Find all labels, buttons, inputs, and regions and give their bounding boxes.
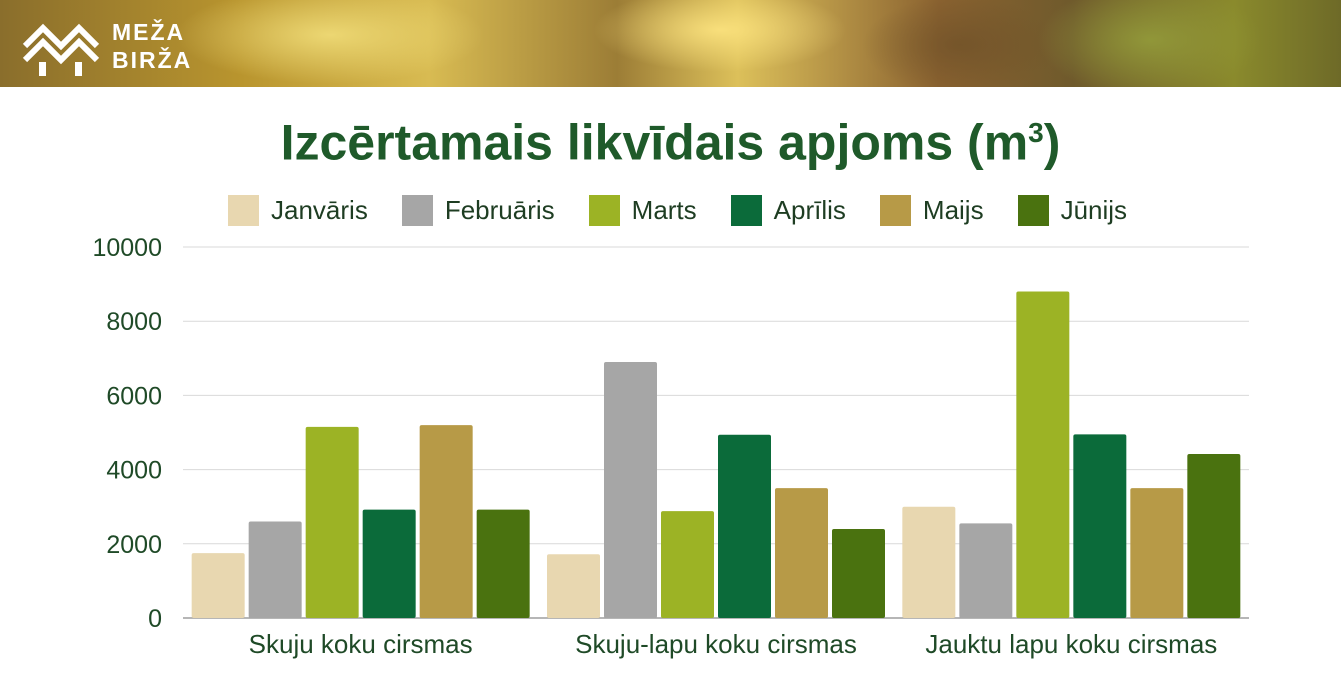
y-tick-label: 10000 [92, 234, 162, 262]
bar-marts [661, 511, 714, 618]
chart-legend: Janvāris Februāris Marts Aprīlis Maijs J… [228, 194, 1161, 226]
legend-label-junijs: Jūnijs [1060, 194, 1128, 225]
title-close: ) [1043, 114, 1061, 171]
bar-janvāris [547, 554, 600, 618]
legend-label-marts: Marts [631, 194, 697, 225]
legend-label-janvaris: Janvāris [271, 194, 368, 225]
bar-aprīlis [1073, 434, 1127, 618]
bar-februāris [248, 521, 302, 618]
meza-birza-logo[interactable]: MEŽA BIRŽA [22, 16, 192, 76]
x-category-label: Jauktu lapu koku cirsmas [925, 629, 1217, 659]
chart-title: Izcērtamais likvīdais apjoms (m3) [0, 98, 1341, 178]
bar-jūnijs [1187, 454, 1241, 618]
bar-jūnijs [476, 509, 530, 618]
bar-maijs [775, 488, 828, 618]
legend-label-februaris: Februāris [444, 194, 555, 225]
legend-swatch-junijs [1017, 194, 1049, 226]
legend-item-februaris: Februāris [401, 194, 555, 226]
x-category-label: Skuju-lapu koku cirsmas [575, 629, 857, 659]
y-tick-label: 2000 [106, 531, 162, 559]
legend-label-aprilis: Aprīlis [773, 194, 846, 225]
legend-swatch-februaris [401, 194, 433, 226]
header-banner: MEŽA BIRŽA [0, 0, 1341, 87]
legend-swatch-janvaris [228, 194, 259, 226]
y-tick-label: 6000 [106, 382, 162, 410]
legend-swatch-aprilis [730, 194, 762, 226]
legend-item-junijs: Jūnijs [1017, 194, 1128, 226]
legend-swatch-marts [588, 194, 620, 226]
bar-februāris [604, 362, 657, 618]
legend-swatch-maijs [879, 194, 911, 226]
brand-line-2: BIRŽA [112, 47, 193, 73]
bar-aprīlis [718, 434, 771, 618]
legend-label-maijs: Maijs [922, 194, 984, 225]
title-superscript: 3 [1028, 117, 1044, 148]
y-tick-label: 8000 [106, 308, 162, 336]
bar-marts [1016, 291, 1070, 618]
legend-item-janvaris: Janvāris [228, 194, 368, 226]
bar-aprīlis [362, 509, 416, 618]
bar-janvāris [191, 553, 245, 618]
bar-maijs [419, 425, 473, 618]
title-text: Izcērtamais likvīdais apjoms (m [280, 114, 1029, 171]
y-tick-label: 4000 [106, 457, 162, 485]
bar-janvāris [902, 506, 956, 618]
bar-februāris [959, 523, 1013, 618]
bar-marts [305, 426, 359, 618]
bar-jūnijs [832, 528, 885, 618]
brand-line-1: MEŽA [112, 19, 186, 45]
bar-maijs [1130, 488, 1184, 618]
x-category-label: Skuju koku cirsmas [249, 629, 473, 659]
legend-item-maijs: Maijs [879, 194, 984, 226]
legend-item-aprilis: Aprīlis [730, 194, 846, 226]
forest-logo-icon [22, 23, 100, 76]
y-tick-label: 0 [148, 605, 162, 633]
legend-item-marts: Marts [588, 194, 697, 226]
